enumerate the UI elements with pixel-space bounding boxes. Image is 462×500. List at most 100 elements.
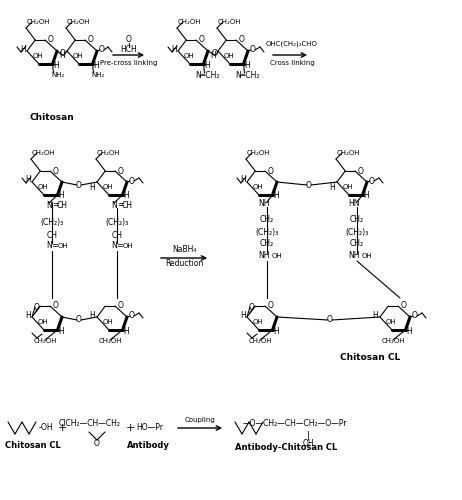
Text: (CH₂)₃: (CH₂)₃ — [255, 228, 279, 236]
Text: CH₂OH: CH₂OH — [26, 19, 50, 25]
Text: O: O — [53, 302, 59, 310]
Text: O: O — [250, 46, 256, 54]
Text: O: O — [99, 46, 105, 54]
Text: OH: OH — [38, 184, 49, 190]
Text: NaBH₄: NaBH₄ — [172, 244, 196, 254]
Text: ClCH₂—CH—CH₂: ClCH₂—CH—CH₂ — [59, 418, 121, 428]
Text: -OH: -OH — [39, 424, 53, 432]
Text: NH: NH — [258, 200, 270, 208]
Text: O: O — [48, 36, 54, 44]
Text: O: O — [88, 36, 94, 44]
Text: CH₂: CH₂ — [350, 240, 364, 248]
Text: O: O — [327, 316, 333, 324]
Text: N═CH₂: N═CH₂ — [196, 72, 220, 80]
Text: HN: HN — [348, 200, 360, 208]
Text: OH: OH — [33, 53, 43, 59]
Text: Antibody: Antibody — [127, 442, 170, 450]
Text: OH: OH — [103, 319, 113, 325]
Text: HO—Pr: HO—Pr — [136, 424, 164, 432]
Text: CH₂OH: CH₂OH — [98, 338, 122, 344]
Text: CH: CH — [111, 230, 122, 239]
Text: H: H — [240, 176, 246, 184]
Text: =: = — [53, 200, 60, 209]
Text: H: H — [59, 52, 65, 60]
Text: O: O — [76, 316, 82, 324]
Text: H: H — [89, 310, 95, 320]
Text: Pre-cross linking: Pre-cross linking — [100, 60, 158, 66]
Text: H: H — [273, 192, 279, 200]
Text: N: N — [111, 242, 117, 250]
Text: H: H — [89, 182, 95, 192]
Text: CH₂OH: CH₂OH — [246, 150, 270, 156]
Text: H: H — [372, 310, 378, 320]
Text: OH: OH — [184, 53, 195, 59]
Text: CH₂OH: CH₂OH — [381, 338, 405, 344]
Text: H: H — [93, 60, 99, 70]
Text: CH: CH — [56, 200, 67, 209]
Text: +: + — [57, 423, 67, 433]
Text: Reduction: Reduction — [165, 260, 203, 268]
Text: NH₂: NH₂ — [51, 72, 65, 78]
Text: CH₂OH: CH₂OH — [33, 338, 57, 344]
Text: H: H — [58, 326, 64, 336]
Text: OH: OH — [123, 243, 134, 249]
Text: H: H — [240, 310, 246, 320]
Text: O: O — [34, 302, 40, 312]
Text: OH: OH — [386, 319, 396, 325]
Text: O: O — [76, 180, 82, 190]
Text: =: = — [116, 242, 123, 250]
Text: Antibody-Chitosan CL: Antibody-Chitosan CL — [235, 444, 337, 452]
Text: CH₂: CH₂ — [350, 216, 364, 224]
Text: O: O — [118, 166, 124, 175]
Text: N═CH₂: N═CH₂ — [236, 72, 260, 80]
Text: H: H — [25, 176, 31, 184]
Text: H: H — [406, 326, 412, 336]
Text: O: O — [268, 302, 274, 310]
Text: O: O — [60, 50, 66, 58]
Text: OH: OH — [302, 438, 314, 448]
Text: OH: OH — [38, 319, 49, 325]
Text: OH: OH — [253, 184, 263, 190]
Text: H: H — [210, 52, 216, 60]
Text: O: O — [129, 312, 135, 320]
Text: H: H — [244, 60, 250, 70]
Text: CH₂: CH₂ — [260, 240, 274, 248]
Text: O: O — [126, 36, 132, 44]
Text: OH: OH — [343, 184, 353, 190]
Text: Coupling: Coupling — [185, 417, 215, 423]
Text: CH₂OH: CH₂OH — [96, 150, 120, 156]
Text: NH₂: NH₂ — [91, 72, 105, 78]
Text: CH: CH — [47, 230, 57, 239]
Text: H: H — [58, 192, 64, 200]
Text: H: H — [363, 192, 369, 200]
Text: O: O — [199, 36, 205, 44]
Text: Chitosan CL: Chitosan CL — [5, 442, 61, 450]
Text: HCH: HCH — [121, 46, 137, 54]
Text: H: H — [123, 192, 129, 200]
Text: |: | — [307, 430, 310, 440]
Text: CH₂OH: CH₂OH — [66, 19, 90, 25]
Text: Chitosan: Chitosan — [30, 114, 74, 122]
Text: =: = — [117, 200, 124, 209]
Text: O: O — [412, 312, 418, 320]
Text: CH₂OH: CH₂OH — [217, 19, 241, 25]
Text: CH: CH — [122, 200, 133, 209]
Text: O: O — [401, 302, 407, 310]
Text: O: O — [212, 50, 218, 58]
Text: NH: NH — [258, 252, 270, 260]
Text: (CH₂)₃: (CH₂)₃ — [105, 218, 128, 228]
Text: N: N — [46, 242, 52, 250]
Text: O: O — [118, 302, 124, 310]
Text: N: N — [46, 200, 52, 209]
Text: H: H — [53, 60, 59, 70]
Text: OH: OH — [224, 53, 234, 59]
Text: H: H — [20, 44, 26, 54]
Text: O: O — [94, 440, 100, 448]
Text: OH: OH — [73, 53, 83, 59]
Text: H: H — [329, 182, 335, 192]
Text: O: O — [369, 176, 375, 186]
Text: H: H — [25, 310, 31, 320]
Text: OHC(CH₂)₃CHO: OHC(CH₂)₃CHO — [266, 41, 318, 48]
Text: CH₂OH: CH₂OH — [31, 150, 55, 156]
Text: O: O — [239, 36, 245, 44]
